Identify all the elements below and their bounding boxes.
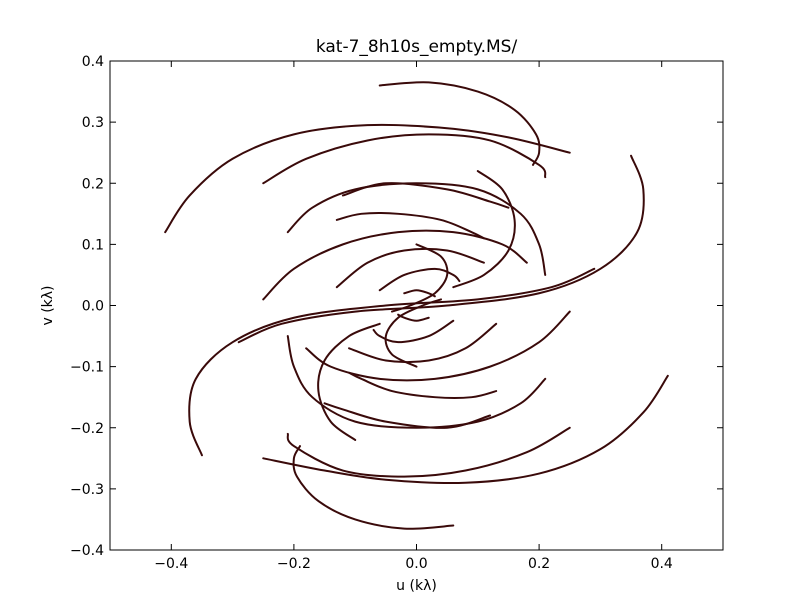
y-tick-label: 0.4	[82, 54, 104, 70]
y-tick-label: 0.2	[82, 176, 104, 192]
uv-track	[188, 267, 596, 457]
plot-area	[110, 61, 723, 550]
uv-track	[262, 229, 528, 301]
y-tick-label: 0.1	[82, 237, 104, 253]
uv-track	[397, 313, 430, 322]
axis-ticks: −0.4 −0.2 0.0 0.2 0.4 −0.4 −0.3 −0.2 −0.1 0.0 0.1 0…	[70, 54, 723, 572]
uv-track	[164, 123, 571, 234]
uv-track	[292, 445, 455, 530]
uv-track	[286, 335, 547, 429]
x-tick-label: 0.0	[405, 556, 427, 572]
uv-track	[452, 170, 516, 289]
uv-track	[372, 319, 455, 344]
uv-track	[341, 182, 510, 209]
uv-track	[378, 267, 461, 292]
uv-track	[286, 426, 571, 478]
uv-track	[286, 182, 547, 276]
uv-track	[403, 289, 436, 298]
uv-track	[317, 322, 381, 441]
uv-track	[335, 247, 485, 289]
x-axis-label: u (kλ)	[396, 578, 437, 594]
uv-track	[305, 310, 571, 382]
uv-track	[378, 81, 541, 166]
uv-track	[348, 322, 498, 364]
y-tick-label: −0.4	[70, 543, 104, 559]
uv-track	[384, 298, 443, 368]
x-tick-label: 0.2	[528, 556, 550, 572]
chart-title: kat-7_8h10s_empty.MS/	[316, 37, 518, 57]
x-tick-label: −0.4	[154, 556, 188, 572]
uv-track	[323, 402, 492, 429]
y-tick-label: 0.0	[82, 299, 104, 315]
y-tick-label: 0.3	[82, 115, 104, 131]
plot-frame	[109, 60, 724, 551]
y-tick-label: −0.3	[70, 482, 104, 498]
uv-tracks	[164, 81, 669, 530]
x-tick-label: 0.4	[651, 556, 673, 572]
uv-track	[237, 154, 645, 344]
uv-track	[335, 212, 485, 240]
uv-track	[390, 243, 449, 313]
y-tick-label: −0.2	[70, 421, 104, 437]
uv-track	[262, 133, 547, 185]
y-tick-label: −0.1	[70, 360, 104, 376]
uv-track	[262, 374, 669, 485]
x-tick-label: −0.2	[277, 556, 311, 572]
uv-track	[348, 371, 498, 399]
y-axis-label: v (kλ)	[40, 285, 56, 325]
